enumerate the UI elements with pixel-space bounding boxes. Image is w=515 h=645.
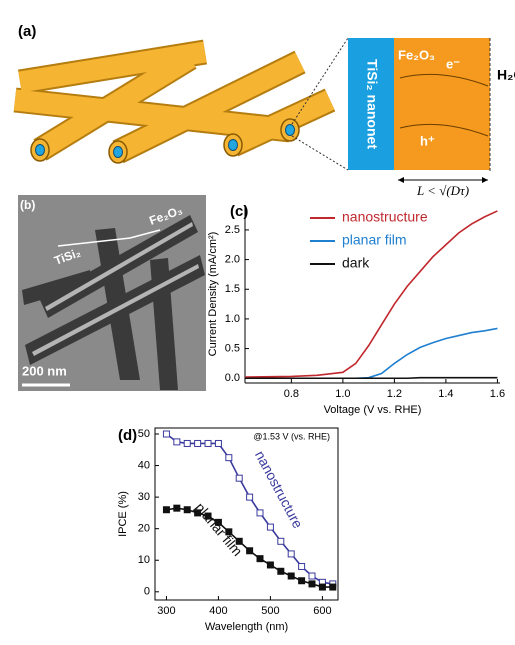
marker [266,561,274,569]
marker [287,572,295,580]
marker [183,439,191,447]
x-axis-label: Voltage (V vs. RHE) [324,404,422,416]
y-tick-label: 10 [138,554,150,566]
x-tick-label: 1.2 [387,388,402,400]
panel-label: (d) [118,427,137,444]
series-label: planar film [192,499,246,559]
marker [183,506,191,514]
marker [246,493,254,501]
y-axis-label: Current Density (mA/cm²) [207,232,219,357]
fe2o3-layer [394,38,490,170]
electron: e⁻ [446,56,460,71]
carrier-path [399,123,489,137]
label-line [129,229,161,239]
series-line [245,327,498,380]
zoom-line [291,37,349,125]
marker [194,509,202,517]
hole: h⁺ [420,133,435,148]
marker [298,577,306,585]
legend-label: planar film [342,232,407,248]
marker [214,439,222,447]
y-tick-label: 0 [144,586,150,598]
scale-label: 200 nm [22,363,67,378]
marker [277,567,285,575]
x-tick-label: 400 [209,605,227,617]
marker [225,528,233,536]
marker [246,547,254,555]
series-label: nanostructure [252,448,306,531]
length-label: L < √(Dτ) [416,183,469,198]
marker [162,430,170,438]
marker [256,509,264,517]
marker [308,580,316,588]
y-tick-label: 20 [138,523,150,535]
y-axis-label: IPCE (%) [117,491,129,537]
panel-label: (c) [230,203,248,220]
marker [266,523,274,531]
legend-label: nanostructure [342,209,428,225]
zoom-line [291,135,349,171]
x-axis-label: Wavelength (nm) [205,621,288,633]
marker [308,572,316,580]
marker [173,438,181,446]
carrier-path [399,73,489,87]
y-tick-label: 30 [138,491,150,503]
nanonet-rods [13,39,336,164]
x-tick-label: 1.0 [335,388,350,400]
marker [173,504,181,512]
annotation: @1.53 V (vs. RHE) [253,431,330,441]
plot-frame [154,427,339,601]
x-tick-label: 600 [313,605,331,617]
x-tick-label: 500 [261,605,279,617]
series-line [245,376,498,380]
y-tick-label: 1.5 [225,283,240,295]
marker [318,583,326,591]
marker [287,550,295,558]
marker [256,555,264,563]
marker [277,537,285,545]
marker [298,563,306,571]
x-tick-label: 0.8 [284,388,299,400]
y-tick-label: 0.0 [225,372,240,384]
marker [235,474,243,482]
marker [329,583,337,591]
panel-label: (b) [20,198,35,212]
x-tick-label: 300 [157,605,175,617]
marker [204,512,212,520]
label-line [57,237,131,247]
y-tick-label: 40 [138,459,150,471]
marker [235,537,243,545]
x-tick-label: 1.4 [438,388,453,400]
marker [214,518,222,526]
marker [162,506,170,514]
marker [194,439,202,447]
y-tick-label: 0.5 [225,342,240,354]
series-line [165,433,333,585]
x-tick-label: 1.6 [490,388,505,400]
y-tick-label: 2.5 [225,224,240,236]
water: H₂O [497,67,515,83]
y-tick-label: 50 [138,428,150,440]
y-tick-label: 1.0 [225,313,240,325]
layer-label: Fe₂O₃ [398,47,435,62]
y-tick-label: 2.0 [225,253,240,265]
series-line [244,210,498,378]
tem-texture [32,222,199,356]
legend-label: dark [342,255,370,271]
marker [225,454,233,462]
marker [204,439,212,447]
panel-label: (a) [18,23,36,40]
tisi2-layer [348,38,394,170]
strip-label: TiSi₂ nanonet [364,59,380,149]
